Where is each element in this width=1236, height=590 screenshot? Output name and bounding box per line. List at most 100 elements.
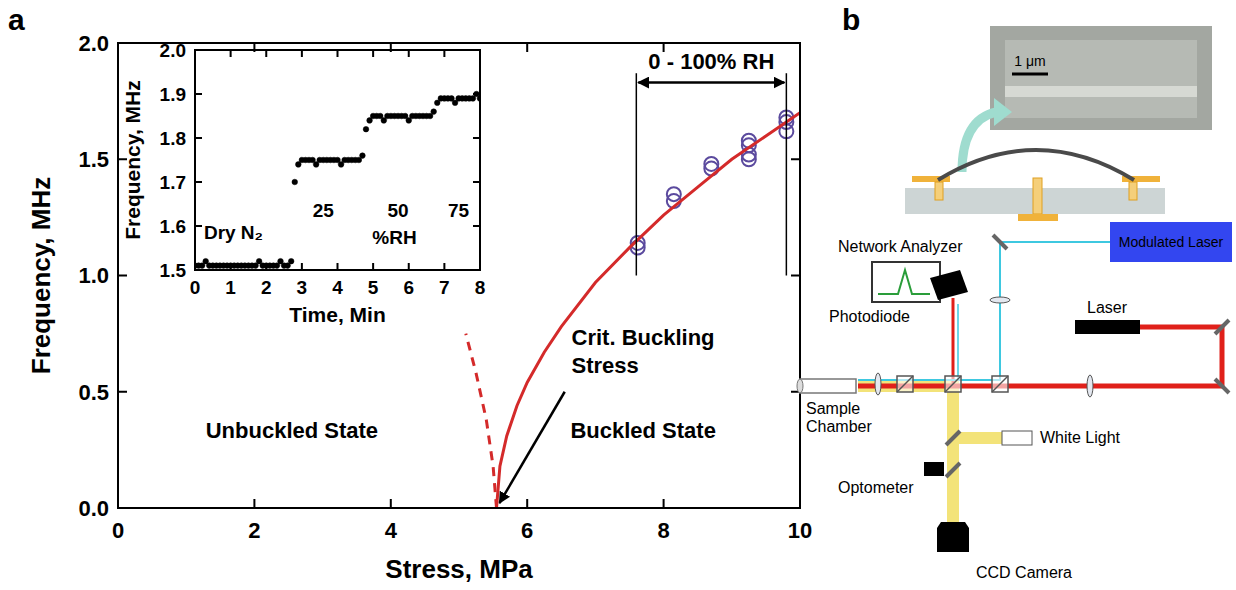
page: {"panels": ["a", "b"], "chart_data": [ {… xyxy=(0,0,1236,590)
x-tick-label: 8 xyxy=(475,277,486,298)
y-tick-label: 1.6 xyxy=(160,216,186,237)
x-tick-label: 7 xyxy=(439,277,450,298)
beamsplitter xyxy=(897,376,913,392)
photodiode xyxy=(930,270,968,300)
beamsplitter-face xyxy=(897,376,913,392)
label-line: Chamber xyxy=(806,418,872,435)
white-light-path xyxy=(858,386,1002,528)
rh-level-label: 50 xyxy=(387,200,408,221)
label: White Light xyxy=(1040,429,1121,446)
label: Network Analyzer xyxy=(838,238,963,255)
data-point xyxy=(431,109,437,115)
scale-bar xyxy=(1012,73,1048,76)
x-tick-label: 5 xyxy=(368,277,379,298)
data-point xyxy=(292,179,298,185)
lamp xyxy=(1002,431,1032,445)
plot-frame xyxy=(118,43,800,508)
beamsplitter-face xyxy=(992,376,1008,392)
data-point xyxy=(363,126,369,132)
main-chart: 02468100.00.51.01.52.0Stress, MPaFrequen… xyxy=(26,31,812,584)
beamsplitter-face xyxy=(945,376,961,392)
rh-range-label: 0 - 100% RH xyxy=(648,49,774,74)
y-tick xyxy=(118,507,800,509)
x-tick-label: 6 xyxy=(521,518,533,543)
rh-range-arrow xyxy=(638,81,784,84)
figure: 02468100.00.51.01.52.0Stress, MPaFrequen… xyxy=(0,0,1236,590)
rh-level-label: 75 xyxy=(448,200,470,221)
series-group xyxy=(466,110,800,508)
critical-arrow xyxy=(500,392,565,503)
scale-bar-label: 1 μm xyxy=(1014,53,1045,69)
series-group xyxy=(195,91,480,268)
laser xyxy=(1075,320,1140,334)
x-tick-label: 8 xyxy=(657,518,669,543)
rh-level-label: 25 xyxy=(313,200,335,221)
y-tick-label: 0.0 xyxy=(78,496,109,521)
mirror xyxy=(993,235,1007,249)
sem-image xyxy=(990,26,1212,130)
rh-unit-label: %RH xyxy=(372,227,416,248)
sem-trench xyxy=(1005,40,1197,118)
y-tick-label: 1.8 xyxy=(160,128,186,149)
buckled-label: Buckled State xyxy=(570,418,716,443)
rh-range-line xyxy=(636,73,638,275)
x-tick xyxy=(526,43,528,508)
beamsplitter xyxy=(992,376,1008,392)
buckled-beam xyxy=(938,150,1134,180)
x-tick xyxy=(443,50,445,270)
label: Modulated Laser xyxy=(1119,234,1224,250)
x-tick-label: 10 xyxy=(788,518,812,543)
lens xyxy=(990,297,1010,303)
drive-laser-path xyxy=(957,304,959,380)
inset-chart: 0123456781.51.61.71.81.92.0Time, MinFreq… xyxy=(121,40,485,326)
y-tick xyxy=(195,269,480,271)
y-tick-label: 0.5 xyxy=(78,380,109,405)
panel-letter: b xyxy=(842,3,860,36)
electrode-via xyxy=(935,182,943,200)
y-tick-label: 2.0 xyxy=(78,31,109,56)
y-tick-label: 1.5 xyxy=(78,147,109,172)
mirror xyxy=(946,463,960,477)
sem-beam xyxy=(1005,86,1197,97)
data-point xyxy=(288,258,294,264)
y-tick-label: 2.0 xyxy=(160,40,186,61)
ccd-camera xyxy=(937,528,969,552)
fit-curve xyxy=(497,113,800,508)
rh-range-line xyxy=(786,73,788,275)
x-tick-label: 1 xyxy=(225,277,236,298)
plot-frame xyxy=(195,50,480,270)
x-tick-label: 0 xyxy=(190,277,201,298)
reflected-path xyxy=(952,298,955,386)
y-tick-label: 1.5 xyxy=(160,260,187,281)
label: Optometer xyxy=(838,479,914,496)
y-tick-label: 1.9 xyxy=(160,84,186,105)
y-tick xyxy=(118,275,800,277)
beamsplitter xyxy=(945,376,961,392)
y-tick-label: 1.7 xyxy=(160,172,186,193)
x-axis-title: Time, Min xyxy=(289,303,385,326)
modulated-laser xyxy=(1110,222,1232,262)
analyzer-trace xyxy=(878,270,930,294)
electrode xyxy=(1018,214,1058,221)
x-tick-label: 4 xyxy=(385,518,398,543)
lens xyxy=(1087,375,1093,397)
y-tick xyxy=(118,158,800,160)
x-tick xyxy=(301,50,303,270)
mirror xyxy=(946,431,960,445)
network-analyzer xyxy=(872,262,940,302)
ccd-lens xyxy=(937,522,969,528)
x-tick-label: 0 xyxy=(112,518,124,543)
x-tick xyxy=(390,43,392,508)
unbuckled-label: Unbuckled State xyxy=(206,418,378,443)
x-tick-label: 2 xyxy=(248,518,260,543)
y-tick xyxy=(195,181,480,183)
inset-annotations: Dry N₂255075%RH xyxy=(204,200,470,247)
y-tick xyxy=(195,93,480,95)
x-tick-label: 3 xyxy=(297,277,308,298)
label: CCD Camera xyxy=(976,564,1072,581)
lens xyxy=(875,373,881,395)
y-tick-label: 1.0 xyxy=(78,263,109,288)
x-tick-label: 2 xyxy=(261,277,272,298)
label-line: Crit. Buckling xyxy=(572,325,715,350)
main-annotations: 0 - 100% RHCrit. BucklingStressUnbuckled… xyxy=(206,49,787,503)
